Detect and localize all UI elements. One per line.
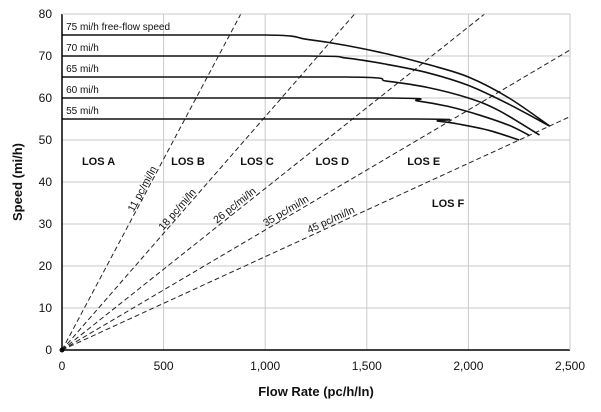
los-label: LOS C [240, 156, 274, 168]
grid [62, 13, 571, 350]
speed-flow-curve [62, 118, 520, 141]
speed-curve-label: 55 mi/h [66, 106, 99, 117]
density-line-label: 45 pc/mi/ln [305, 204, 356, 236]
density-line [61, 13, 355, 351]
y-tick-label: 20 [39, 259, 53, 273]
los-label: LOS D [315, 156, 349, 168]
density-line [61, 116, 571, 351]
los-label: LOS F [432, 198, 465, 210]
y-tick-label: 40 [39, 175, 53, 189]
density-line-label: 26 pc/mi/ln [211, 185, 258, 226]
los-label: LOS E [407, 156, 440, 168]
y-tick-label: 80 [39, 7, 53, 21]
density-line [61, 49, 571, 351]
axes [61, 13, 571, 351]
y-tick-label: 50 [39, 133, 53, 147]
x-tick-label: 1,000 [250, 359, 280, 373]
y-tick-label: 30 [39, 217, 53, 231]
x-tick-label: 1,500 [352, 359, 382, 373]
y-tick-label: 70 [39, 49, 53, 63]
density-line-label: 18 pc/mi/ln [156, 187, 198, 233]
x-tick-label: 500 [154, 359, 174, 373]
tick-labels: 0 500 1,000 1,500 2,000 2,500 0 10 20 30 40 50 60 70 8… [39, 7, 586, 373]
speed-flow-curve [62, 97, 530, 137]
speed-curve-label: 75 mi/h free-flow speed [66, 22, 170, 33]
x-tick-label: 0 [59, 359, 66, 373]
speed-flow-curves [59, 34, 551, 353]
x-axis-title: Flow Rate (pc/h/ln) [258, 384, 374, 399]
speed-flow-curve [62, 55, 551, 127]
y-tick-label: 60 [39, 91, 53, 105]
speed-curve-label: 70 mi/h [66, 43, 99, 54]
speed-flow-curve [62, 34, 551, 127]
los-label: LOS A [82, 156, 115, 168]
speed-flow-curve [62, 76, 540, 136]
x-tick-label: 2,000 [453, 359, 483, 373]
speed-curve-label: 60 mi/h [66, 85, 99, 96]
y-tick-label: 10 [39, 301, 53, 315]
los-label: LOS B [171, 156, 205, 168]
y-tick-label: 0 [45, 343, 52, 357]
density-line-label: 11 pc/mi/ln [126, 164, 160, 214]
y-axis-title: Speed (mi/h) [10, 143, 25, 221]
speed-curve-label: 65 mi/h [66, 64, 99, 75]
x-tick-label: 2,500 [555, 359, 585, 373]
